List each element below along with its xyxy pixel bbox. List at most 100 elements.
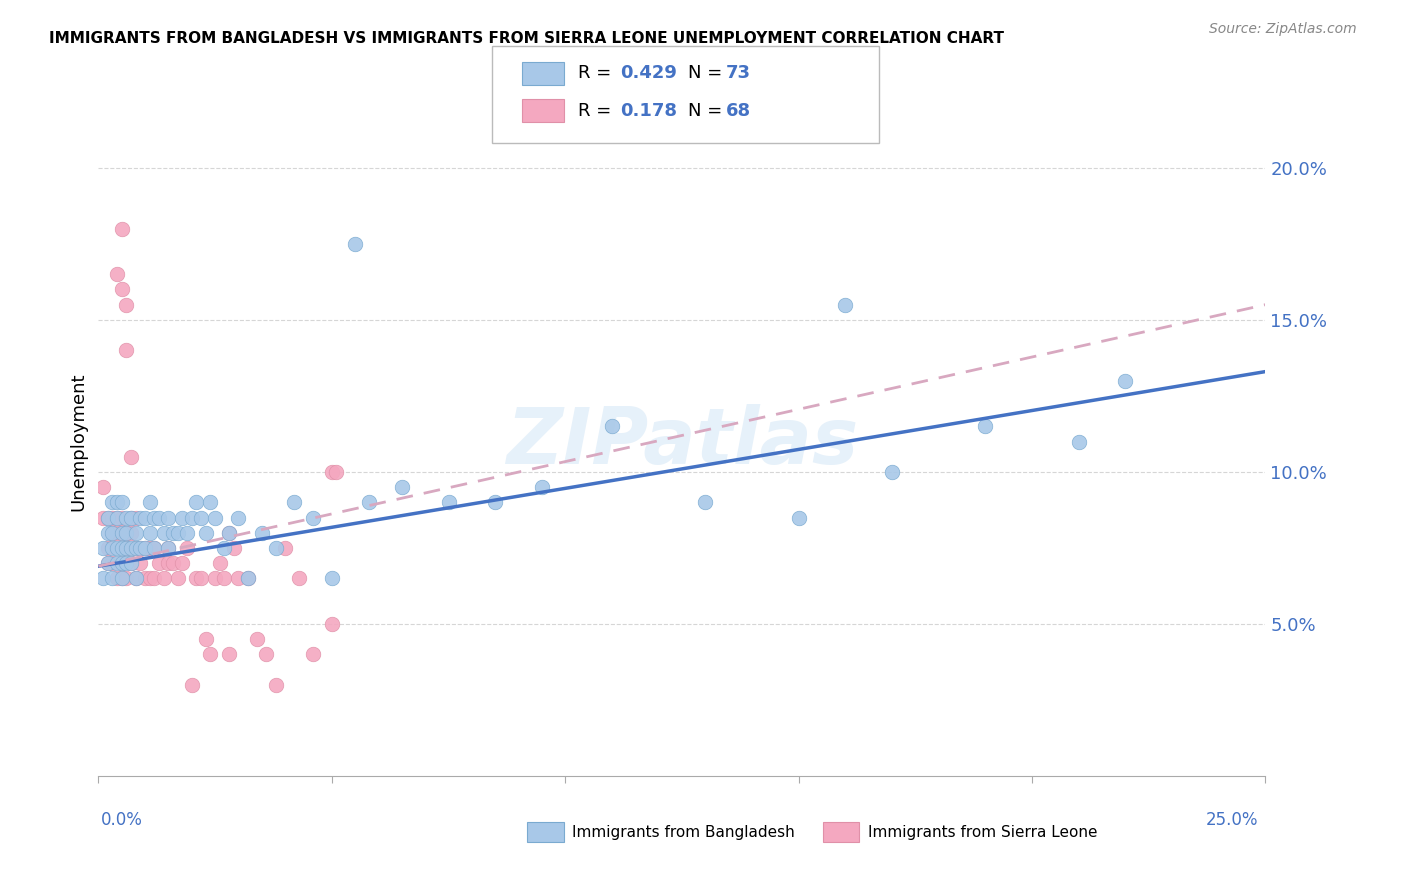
Point — [120, 541, 142, 555]
Point — [105, 571, 128, 585]
Text: Immigrants from Bangladesh: Immigrants from Bangladesh — [572, 825, 794, 839]
Point — [344, 236, 367, 251]
Point — [125, 541, 148, 555]
Point — [157, 541, 180, 555]
Point — [111, 525, 134, 540]
Point — [105, 510, 128, 524]
Point — [200, 495, 222, 509]
Text: IMMIGRANTS FROM BANGLADESH VS IMMIGRANTS FROM SIERRA LEONE UNEMPLOYMENT CORRELAT: IMMIGRANTS FROM BANGLADESH VS IMMIGRANTS… — [49, 31, 1004, 46]
Point — [264, 678, 287, 692]
Point — [695, 495, 717, 509]
Point — [214, 571, 236, 585]
Text: Immigrants from Sierra Leone: Immigrants from Sierra Leone — [868, 825, 1097, 839]
Point — [125, 541, 148, 555]
Point — [139, 495, 162, 509]
Point — [186, 571, 208, 585]
Point — [101, 571, 124, 585]
Point — [218, 525, 240, 540]
Text: 73: 73 — [725, 64, 751, 82]
Point — [111, 556, 134, 570]
Point — [101, 525, 124, 540]
Point — [129, 510, 152, 524]
Point — [180, 510, 202, 524]
Point — [166, 525, 188, 540]
Point — [222, 541, 245, 555]
Point — [172, 556, 194, 570]
Point — [115, 541, 138, 555]
Text: 68: 68 — [725, 102, 751, 120]
Point — [1067, 434, 1090, 449]
Point — [101, 495, 124, 509]
Point — [152, 525, 174, 540]
Point — [101, 556, 124, 570]
Point — [120, 556, 142, 570]
Point — [111, 525, 134, 540]
Point — [111, 556, 134, 570]
Point — [105, 541, 128, 555]
Y-axis label: Unemployment: Unemployment — [69, 372, 87, 511]
Point — [157, 556, 180, 570]
Point — [101, 525, 124, 540]
Point — [139, 571, 162, 585]
Point — [176, 525, 198, 540]
Text: N =: N = — [688, 64, 727, 82]
Point — [214, 541, 236, 555]
Point — [236, 571, 259, 585]
Point — [274, 541, 297, 555]
Point — [134, 571, 156, 585]
Point — [236, 571, 259, 585]
Point — [143, 541, 166, 555]
Point — [111, 571, 134, 585]
Point — [97, 510, 120, 524]
Point — [111, 221, 134, 235]
Point — [134, 541, 156, 555]
Point — [176, 541, 198, 555]
Point — [157, 541, 180, 555]
Point — [115, 510, 138, 524]
Point — [134, 541, 156, 555]
Point — [129, 556, 152, 570]
Point — [101, 541, 124, 555]
Point — [391, 480, 413, 494]
Point — [218, 648, 240, 662]
Point — [143, 510, 166, 524]
Point — [359, 495, 381, 509]
Point — [256, 648, 278, 662]
Point — [129, 541, 152, 555]
Point — [91, 571, 114, 585]
Point — [125, 510, 148, 524]
Text: N =: N = — [688, 102, 727, 120]
Point — [194, 632, 217, 647]
Text: 0.0%: 0.0% — [101, 811, 143, 829]
Point — [91, 510, 114, 524]
Text: R =: R = — [578, 102, 617, 120]
Point — [1114, 374, 1136, 388]
Point — [115, 525, 138, 540]
Point — [91, 480, 114, 494]
Point — [530, 480, 553, 494]
Point — [288, 571, 311, 585]
Point — [134, 510, 156, 524]
Point — [325, 465, 347, 479]
Point — [120, 525, 142, 540]
Point — [166, 571, 188, 585]
Point — [111, 571, 134, 585]
Point — [190, 571, 212, 585]
Point — [97, 525, 120, 540]
Point — [97, 541, 120, 555]
Point — [152, 571, 174, 585]
Point — [139, 541, 162, 555]
Text: ZIPatlas: ZIPatlas — [506, 403, 858, 480]
Point — [111, 495, 134, 509]
Point — [250, 525, 273, 540]
Point — [600, 419, 623, 434]
Point — [97, 556, 120, 570]
Point — [111, 510, 134, 524]
Point — [200, 648, 222, 662]
Text: Source: ZipAtlas.com: Source: ZipAtlas.com — [1209, 22, 1357, 37]
Point — [115, 541, 138, 555]
Point — [834, 298, 856, 312]
Point — [97, 510, 120, 524]
Point — [437, 495, 460, 509]
Point — [115, 571, 138, 585]
